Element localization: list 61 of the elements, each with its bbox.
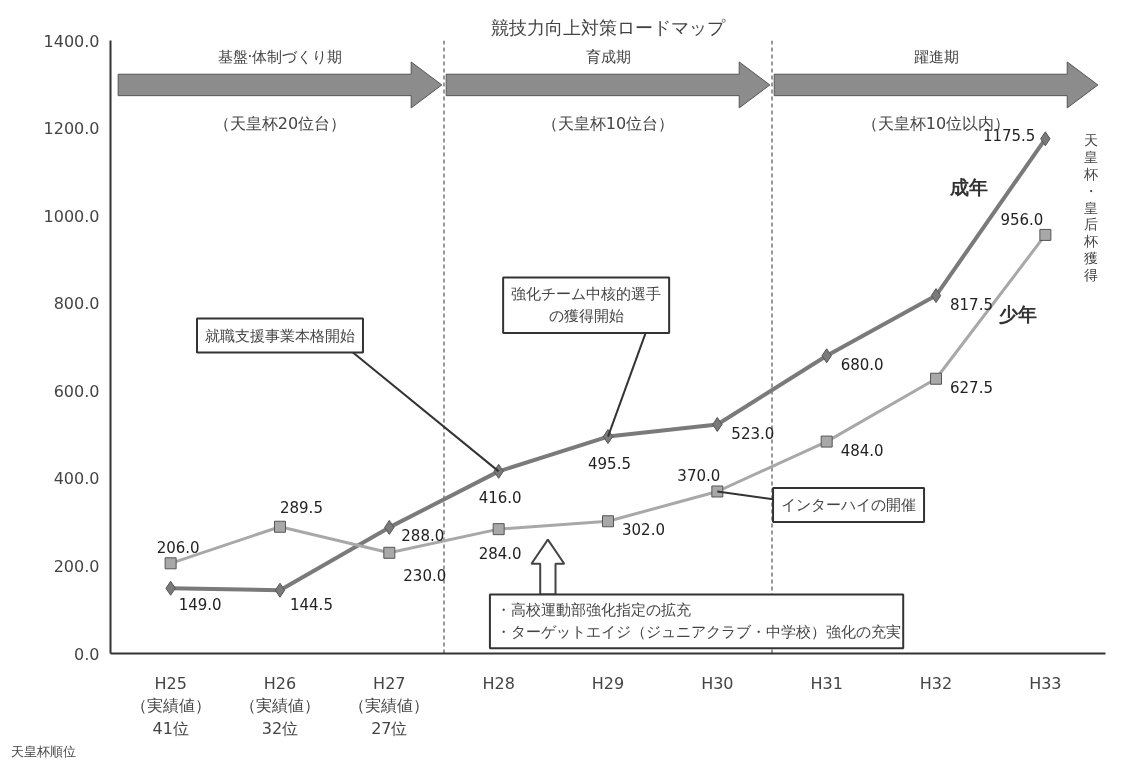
data-label: 149.0 bbox=[178, 596, 222, 615]
y-tick-label: 0.0 bbox=[74, 644, 100, 664]
data-label: 370.0 bbox=[677, 467, 721, 486]
chart-title: 競技力向上対策ロードマップ bbox=[491, 16, 726, 38]
series-label: 少年 bbox=[999, 303, 1038, 326]
point bbox=[1039, 228, 1052, 241]
data-label: 495.5 bbox=[588, 454, 631, 473]
point bbox=[273, 520, 286, 533]
data-label: 144.5 bbox=[289, 596, 333, 615]
point bbox=[274, 582, 286, 598]
annotation: 躍進期 bbox=[913, 48, 959, 67]
data-label: 627.5 bbox=[950, 378, 993, 397]
annotation: 就職支援事業本格開始 bbox=[204, 326, 355, 345]
annotation: （天皇杯10位台） bbox=[541, 114, 675, 134]
data-label: 956.0 bbox=[1000, 210, 1044, 229]
data-label: 817.5 bbox=[950, 295, 993, 314]
x-tick-label: H26 （実績値） 32位 bbox=[239, 673, 320, 739]
data-label: 484.0 bbox=[840, 441, 884, 460]
point bbox=[712, 417, 723, 432]
data-label: 416.0 bbox=[478, 489, 522, 508]
x-tick-label: H31 bbox=[810, 673, 843, 693]
annotation: 育成期 bbox=[585, 48, 631, 67]
point bbox=[930, 288, 942, 304]
point bbox=[820, 435, 833, 448]
data-label: 288.0 bbox=[401, 527, 445, 546]
annotation: 基盤·体制づくり期 bbox=[217, 48, 343, 67]
x-tick-label: H29 bbox=[591, 673, 625, 693]
x-tick-label: H25 （実績値） 41位 bbox=[130, 673, 211, 739]
annotation: 強化チーム中核的選手の獲得開始 bbox=[511, 285, 662, 325]
point bbox=[383, 546, 396, 559]
data-label: 523.0 bbox=[731, 424, 775, 443]
annotation: ・高校運動部強化指定の拡充 bbox=[496, 600, 692, 619]
y-tick-label: 200.0 bbox=[53, 556, 100, 576]
data-label: 302.0 bbox=[622, 521, 665, 540]
y-tick-label: 1400.0 bbox=[43, 31, 100, 51]
x-tick-label: H33 bbox=[1029, 673, 1062, 693]
y-tick-label: 1000.0 bbox=[43, 206, 100, 226]
data-label: 289.5 bbox=[279, 498, 323, 517]
annotation: インターハイの開催 bbox=[781, 496, 917, 515]
point bbox=[711, 485, 724, 498]
point bbox=[164, 557, 177, 570]
y-tick-label: 400.0 bbox=[53, 469, 100, 489]
x-tick-label: H27 （実績値） 27位 bbox=[349, 673, 430, 739]
point bbox=[602, 515, 614, 528]
y-tick-label: 600.0 bbox=[53, 381, 100, 401]
data-label: 230.0 bbox=[403, 566, 447, 585]
x-tick-label: H30 bbox=[701, 673, 734, 693]
y-tick-label: 800.0 bbox=[53, 294, 100, 314]
point bbox=[930, 372, 943, 385]
x-tick-label: H28 bbox=[482, 673, 515, 693]
point bbox=[492, 523, 505, 536]
data-label: 680.0 bbox=[840, 355, 884, 374]
data-label: 284.0 bbox=[478, 545, 522, 564]
text: 天皇杯・皇后杯獲得 bbox=[1083, 132, 1098, 283]
text: 天皇杯順位 bbox=[10, 743, 76, 759]
annotation: ・ターゲットエイジ（ジュニアクラブ・中学校）強化の充実 bbox=[496, 623, 902, 642]
data-label: 206.0 bbox=[156, 539, 200, 558]
y-tick-label: 1200.0 bbox=[43, 119, 100, 139]
series-label: 成年 bbox=[948, 176, 988, 199]
x-tick-label: H32 bbox=[919, 673, 953, 693]
annotation: （天皇杯20位台） bbox=[213, 114, 347, 134]
